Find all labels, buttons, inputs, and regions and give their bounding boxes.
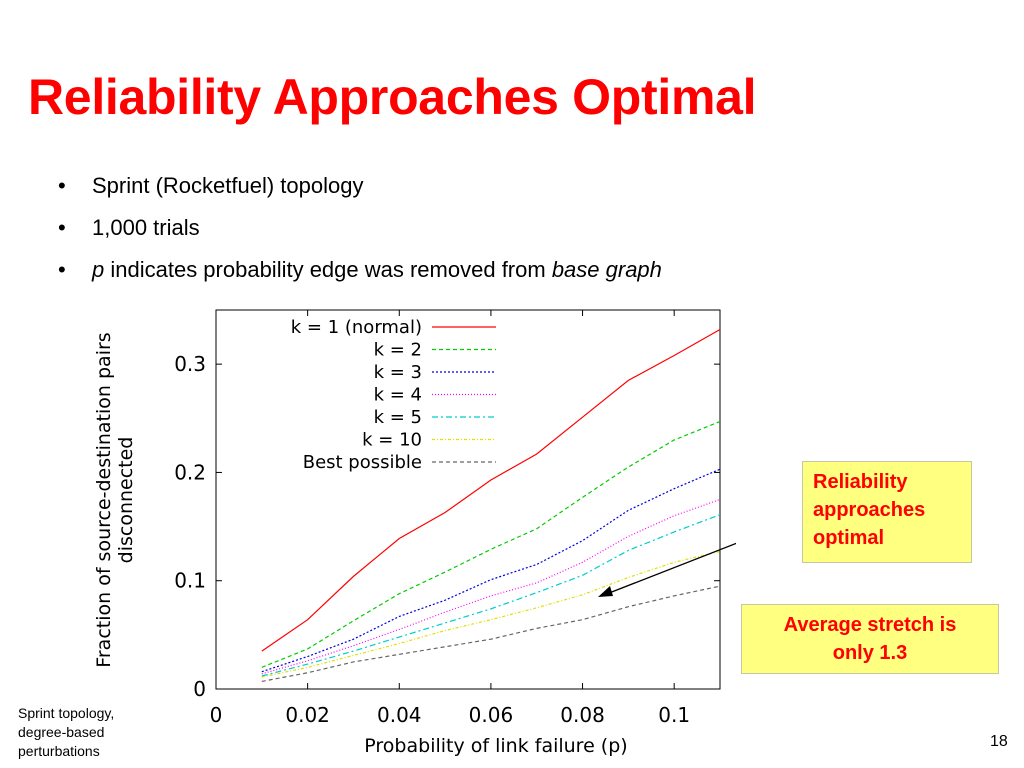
page-number: 18 <box>990 733 1008 750</box>
bullet-item: • Sprint (Rocketfuel) topology <box>58 172 662 214</box>
x-tick-label: 0.04 <box>377 703 422 727</box>
x-tick-label: 0.08 <box>560 703 605 727</box>
series-line <box>261 420 721 668</box>
x-tick-label: 0.02 <box>285 703 330 727</box>
legend-label: k = 10 <box>362 430 422 451</box>
bullet-item: • 1,000 trials <box>58 214 662 256</box>
callout-stretch: Average stretch is only 1.3 <box>741 604 999 674</box>
line-chart: 0 0.02 0.04 0.06 0.08 0.1 0 0.1 0.2 0.3 Probabilit… <box>93 309 736 757</box>
x-tick-label: 0 <box>210 703 223 727</box>
footnote-line: Sprint topology, <box>18 705 115 721</box>
bullet-text: Sprint (Rocketfuel) topology <box>92 173 364 198</box>
series-line <box>261 468 721 673</box>
callout-line: approaches <box>813 499 926 521</box>
bullet-text: indicates probability edge was removed f… <box>104 257 552 282</box>
legend-label: Best possible <box>303 452 422 473</box>
legend-label: k = 5 <box>374 407 422 428</box>
y-tick-label: 0.2 <box>174 460 206 484</box>
plot-frame <box>215 309 721 690</box>
series-line <box>261 514 721 677</box>
bullet-text: base graph <box>551 257 662 282</box>
bullet-text: 1,000 trials <box>92 215 200 240</box>
y-tick-label: 0 <box>193 677 206 701</box>
bullet-marker: • <box>58 215 66 240</box>
bullet-marker: • <box>58 257 66 282</box>
legend-label: k = 2 <box>374 340 422 361</box>
x-tick-label: 0.1 <box>658 703 690 727</box>
footnote-line: perturbations <box>18 743 100 759</box>
series-line <box>261 550 721 678</box>
bullet-text: p <box>92 257 105 282</box>
footnote: Sprint topology, degree-based perturbation… <box>18 704 114 761</box>
legend-label: k = 4 <box>374 385 422 406</box>
y-axis-label-line: Fraction of source-destination pairs <box>93 332 115 667</box>
callout-line: Average stretch is <box>783 614 957 636</box>
slide-title: Reliability Approaches Optimal <box>28 69 757 125</box>
callout-line: Reliability <box>813 471 908 493</box>
bullet-list: • Sprint (Rocketfuel) topology • 1,000 tria… <box>58 172 662 298</box>
x-axis-label: Probability of link failure (p) <box>364 735 627 757</box>
callout-arrow-head <box>598 586 613 597</box>
footnote-line: degree-based <box>18 724 105 740</box>
series-line <box>261 585 721 683</box>
y-axis-label-line: disconnected <box>115 437 137 564</box>
legend-label: k = 1 (normal) <box>291 317 422 338</box>
y-tick-label: 0.1 <box>174 569 206 593</box>
bullet-marker: • <box>58 173 66 198</box>
callout-arrow-line <box>603 542 736 596</box>
legend-label: k = 3 <box>374 362 422 383</box>
x-tick-label: 0.06 <box>469 703 514 727</box>
bullet-item: • p indicates probability edge was remove… <box>58 256 662 298</box>
y-axis-label: Fraction of source-destination pairsdisc… <box>93 332 137 667</box>
y-tick-label: 0.3 <box>174 352 206 376</box>
callout-line: only 1.3 <box>832 642 908 664</box>
callout-reliability: Reliability approaches optimal <box>802 461 972 563</box>
series-line <box>261 328 721 652</box>
callout-line: optimal <box>813 527 885 549</box>
